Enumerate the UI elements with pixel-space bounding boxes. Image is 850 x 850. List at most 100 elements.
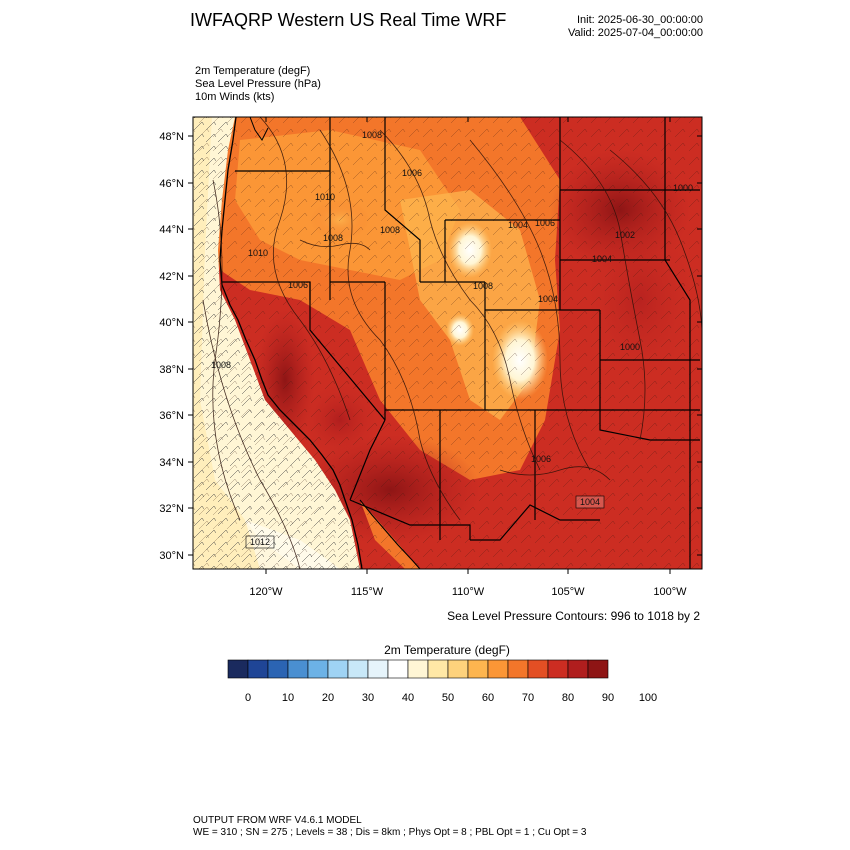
colorbar-swatch bbox=[527, 659, 549, 679]
svg-text:1008: 1008 bbox=[211, 360, 231, 370]
map-field bbox=[193, 117, 702, 569]
contour-label: 1008 bbox=[473, 281, 493, 291]
svg-text:1012: 1012 bbox=[250, 537, 270, 547]
svg-text:1004: 1004 bbox=[580, 497, 600, 507]
pacific-coastline bbox=[219, 117, 363, 569]
lat-tick-label: 48°N bbox=[159, 131, 184, 143]
colorbar-label: 0 bbox=[245, 692, 251, 704]
svg-text:1006: 1006 bbox=[402, 168, 422, 178]
colorbar-label: 20 bbox=[322, 692, 334, 704]
lat-tick-label: 46°N bbox=[159, 178, 184, 190]
init-time: Init: 2025-06-30_00:00:00 bbox=[577, 14, 703, 26]
colorbar-swatch bbox=[247, 659, 269, 679]
field-temperature: 2m Temperature (degF) bbox=[195, 65, 311, 77]
svg-text:1006: 1006 bbox=[531, 454, 551, 464]
svg-text:1006: 1006 bbox=[288, 280, 308, 290]
init-valid-times: Init: 2025-06-30_00:00:00 Valid: 2025-07… bbox=[568, 14, 703, 40]
colorbar-label: 10 bbox=[282, 692, 294, 704]
field-slp: Sea Level Pressure (hPa) bbox=[195, 78, 321, 90]
contour-label: 1006 bbox=[531, 454, 551, 464]
colorbar-label: 30 bbox=[362, 692, 374, 704]
contour-label: 1004 bbox=[538, 294, 558, 304]
model-footer: OUTPUT FROM WRF V4.6.1 MODEL WE = 310 ; … bbox=[193, 815, 586, 839]
colorbar-swatch bbox=[587, 659, 609, 679]
latitude-axis: 48°N 46°N 44°N 42°N 40°N 38°N 36°N 34°N 32°N 30°N bbox=[159, 131, 702, 562]
footer-model: OUTPUT FROM WRF V4.6.1 MODEL bbox=[193, 815, 362, 826]
colorbar-label: 80 bbox=[562, 692, 574, 704]
isobar-6 bbox=[609, 149, 702, 331]
isobar-8 bbox=[202, 299, 301, 569]
colorbar-swatch bbox=[487, 659, 509, 679]
border-ok-tx bbox=[599, 410, 700, 441]
wind-barbs-ocean bbox=[193, 117, 360, 569]
contour-label: 1004 bbox=[592, 254, 612, 264]
lat-tick-label: 42°N bbox=[159, 271, 184, 283]
border-plains-east bbox=[664, 117, 691, 569]
contour-label: 1010 bbox=[248, 248, 268, 258]
field-winds: 10m Winds (kts) bbox=[195, 91, 275, 103]
lat-tick-label: 40°N bbox=[159, 317, 184, 329]
colorbar-swatch bbox=[307, 659, 329, 679]
colorbar-swatch bbox=[227, 659, 249, 679]
plot-title: IWFAQRP Western US Real Time WRF bbox=[190, 10, 507, 30]
svg-text:1000: 1000 bbox=[673, 183, 693, 193]
colorbar-swatch bbox=[267, 659, 289, 679]
contour-label: 1012 bbox=[245, 535, 275, 549]
svg-text:1008: 1008 bbox=[362, 130, 382, 140]
lon-tick-label: 120°W bbox=[249, 586, 283, 598]
isobar-4 bbox=[469, 139, 591, 471]
lon-tick-label: 115°W bbox=[351, 586, 384, 598]
isobar-5 bbox=[559, 139, 646, 441]
contour-label: 1010 bbox=[315, 192, 335, 202]
valid-time: Valid: 2025-07-04_00:00:00 bbox=[568, 27, 703, 39]
contour-label: 1006 bbox=[402, 168, 422, 178]
lat-tick-label: 44°N bbox=[159, 224, 184, 236]
gulf-coastline bbox=[359, 499, 421, 569]
isobar-9 bbox=[299, 239, 371, 251]
state-borders bbox=[222, 117, 700, 569]
contour-label: 1008 bbox=[380, 225, 400, 235]
colorbar-label: 60 bbox=[482, 692, 494, 704]
slp-contour-note: Sea Level Pressure Contours: 996 to 1018… bbox=[447, 609, 700, 623]
colorbar-title: 2m Temperature (degF) bbox=[384, 643, 510, 657]
contour-label: 1000 bbox=[620, 342, 640, 352]
contour-label: 1000 bbox=[673, 183, 693, 193]
isobar-1 bbox=[259, 117, 351, 421]
svg-text:1008: 1008 bbox=[323, 233, 343, 243]
colorbar-label: 50 bbox=[442, 692, 454, 704]
contour-label: 1006 bbox=[535, 218, 555, 228]
colorbar-swatch bbox=[507, 659, 529, 679]
lon-tick-label: 105°W bbox=[551, 586, 585, 598]
svg-text:1004: 1004 bbox=[538, 294, 558, 304]
svg-text:1010: 1010 bbox=[248, 248, 268, 258]
lat-tick-label: 38°N bbox=[159, 364, 184, 376]
colorbar-swatch bbox=[467, 659, 489, 679]
svg-text:1008: 1008 bbox=[473, 281, 493, 291]
contour-label: 1008 bbox=[323, 233, 343, 243]
colorbar-swatch bbox=[387, 659, 409, 679]
colorbar-swatch bbox=[547, 659, 569, 679]
border-us-mexico-west bbox=[349, 499, 471, 540]
colorbar-label: 40 bbox=[402, 692, 414, 704]
lat-tick-label: 34°N bbox=[159, 457, 184, 469]
colorbar-swatch bbox=[347, 659, 369, 679]
longitude-axis: 120°W 115°W 110°W 105°W 100°W bbox=[249, 117, 687, 598]
colorbar-swatch bbox=[367, 659, 389, 679]
colorbar-swatch bbox=[287, 659, 309, 679]
contour-label: 1002 bbox=[615, 230, 635, 240]
contour-label: 1008 bbox=[211, 360, 231, 370]
slp-isobars bbox=[202, 117, 702, 569]
isobar-2 bbox=[319, 129, 461, 521]
field-list: 2m Temperature (degF) Sea Level Pressure… bbox=[195, 65, 321, 104]
isobar-7 bbox=[212, 179, 241, 521]
colorbar-swatch bbox=[447, 659, 469, 679]
lat-tick-label: 32°N bbox=[159, 503, 184, 515]
lon-tick-label: 100°W bbox=[653, 586, 687, 598]
svg-text:1000: 1000 bbox=[620, 342, 640, 352]
border-us-mexico-east bbox=[470, 504, 600, 541]
isobar-3 bbox=[379, 129, 541, 471]
colorbar-label: 90 bbox=[602, 692, 614, 704]
contour-label: 1006 bbox=[288, 280, 308, 290]
border-ca-az bbox=[349, 419, 386, 501]
